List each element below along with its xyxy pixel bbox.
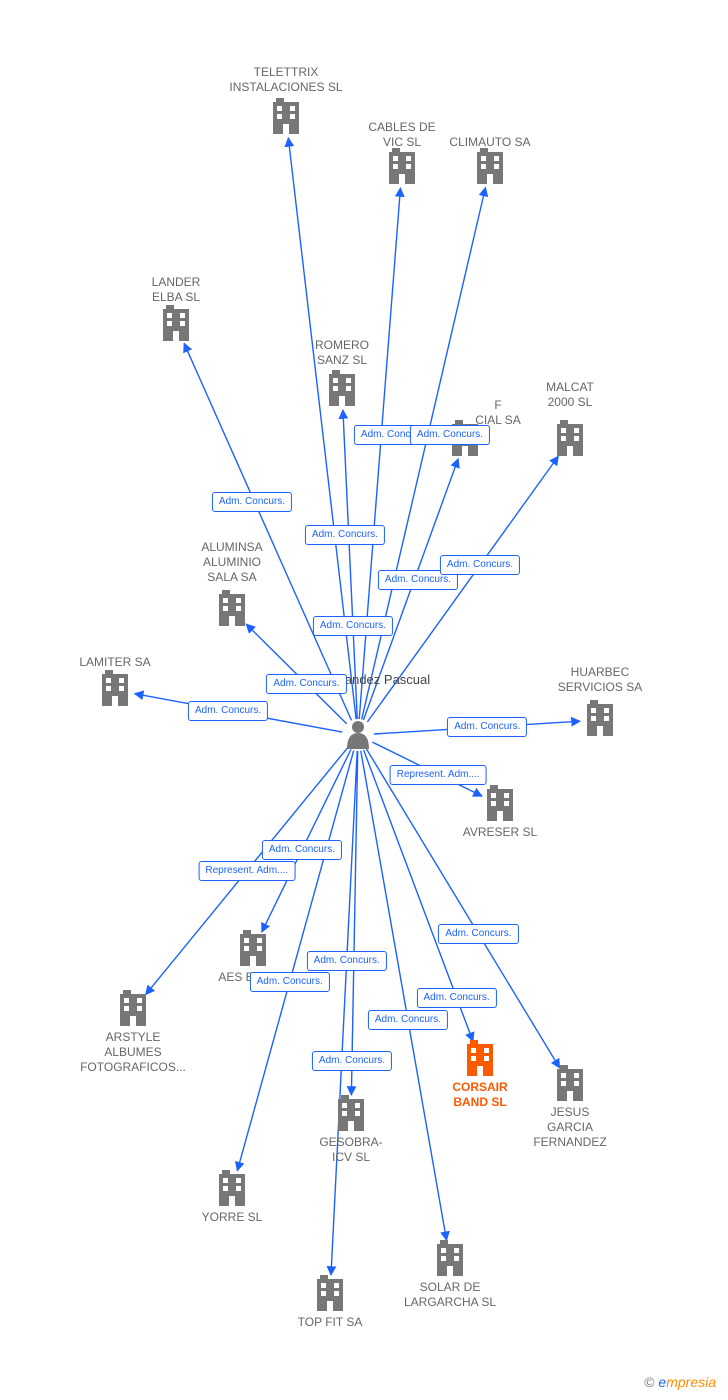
- edge-label: Represent. Adm....: [390, 765, 487, 785]
- node-label: SOLAR DE LARGARCHA SL: [404, 1280, 496, 1310]
- node-label: CORSAIR BAND SL: [452, 1080, 507, 1110]
- edge-label: Adm. Concurs.: [262, 840, 342, 860]
- building-icon: [557, 1065, 583, 1101]
- node-label: LANDER ELBA SL: [152, 275, 201, 305]
- building-icon: [487, 785, 513, 821]
- building-icon: [587, 700, 613, 736]
- edge-label: Adm. Concurs.: [188, 701, 268, 721]
- edge-label: Adm. Concurs.: [312, 1051, 392, 1071]
- edge-label: Adm. Concurs.: [307, 951, 387, 971]
- network-diagram: [0, 0, 728, 1400]
- node-label: LAMITER SA: [79, 655, 150, 670]
- edge-label: Adm. Concurs.: [440, 555, 520, 575]
- building-icon: [219, 1170, 245, 1206]
- edge-label: Adm. Concurs.: [416, 988, 496, 1008]
- edge-label: Adm. Concurs.: [447, 717, 527, 737]
- building-icon: [477, 148, 503, 184]
- center-person-icon: [347, 721, 369, 749]
- edge-label: Adm. Concurs.: [438, 924, 518, 944]
- node-label: YORRE SL: [202, 1210, 263, 1225]
- edge-label: Adm. Concurs.: [266, 674, 346, 694]
- edge-label: Represent. Adm....: [198, 861, 295, 881]
- edge-label: Adm. Concurs.: [212, 492, 292, 512]
- node-label: ROMERO SANZ SL: [315, 338, 369, 368]
- node-label: ARSTYLE ALBUMES FOTOGRAFICOS...: [80, 1030, 186, 1075]
- building-icon: [467, 1040, 493, 1076]
- node-label: ALUMINSA ALUMINIO SALA SA: [201, 540, 262, 585]
- building-icon: [219, 590, 245, 626]
- footer: © empresia: [644, 1374, 716, 1390]
- edge-label: Adm. Concurs.: [250, 972, 330, 992]
- brand-part2: mpresia: [666, 1374, 716, 1390]
- building-icon: [273, 98, 299, 134]
- edge-label: Adm. Concurs.: [305, 525, 385, 545]
- copyright-symbol: ©: [644, 1374, 654, 1390]
- building-icon: [389, 148, 415, 184]
- building-icon: [437, 1240, 463, 1276]
- node-label: TOP FIT SA: [298, 1315, 363, 1330]
- edge-label: Adm. Concurs.: [313, 616, 393, 636]
- node-label: F CIAL SA: [475, 398, 521, 428]
- node-label: HUARBEC SERVICIOS SA: [558, 665, 642, 695]
- node-label: GESOBRA- ICV SL: [319, 1135, 382, 1165]
- building-icon: [102, 670, 128, 706]
- node-label: JESUS GARCIA FERNANDEZ: [533, 1105, 606, 1150]
- node-label: MALCAT 2000 SL: [546, 380, 594, 410]
- building-icon: [240, 930, 266, 966]
- building-icon: [329, 370, 355, 406]
- node-label: AVRESER SL: [463, 825, 537, 840]
- node-label: CLIMAUTO SA: [449, 135, 530, 150]
- building-icon: [120, 990, 146, 1026]
- node-label: TELETTRIX INSTALACIONES SL: [229, 65, 342, 95]
- building-icon: [338, 1095, 364, 1131]
- building-icon: [557, 420, 583, 456]
- edge-label: Adm. Concurs.: [368, 1010, 448, 1030]
- building-icon: [163, 305, 189, 341]
- building-icon: [317, 1275, 343, 1311]
- edge-label: Adm. Concurs.: [410, 425, 490, 445]
- node-label: CABLES DE VIC SL: [368, 120, 435, 150]
